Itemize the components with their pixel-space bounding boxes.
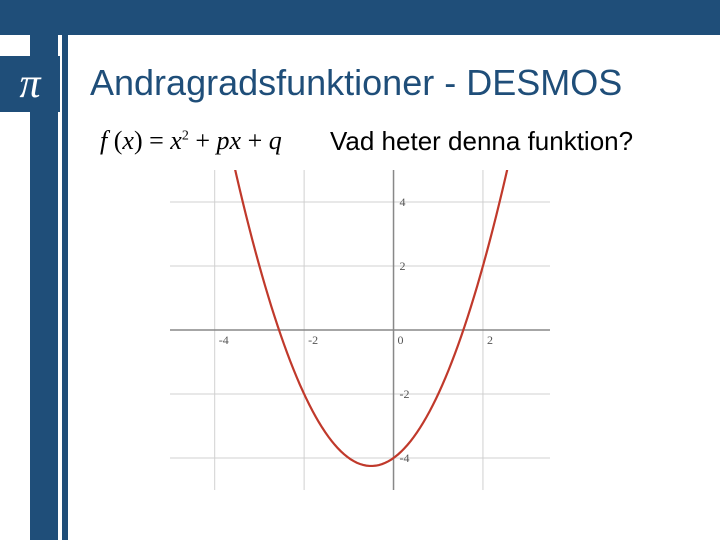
parabola-chart: -4-202-4-224 [170, 170, 550, 490]
pi-icon: π [19, 60, 40, 108]
svg-text:-2: -2 [400, 387, 410, 401]
svg-text:4: 4 [400, 195, 406, 209]
svg-text:-2: -2 [308, 333, 318, 347]
pi-icon-box: π [0, 56, 60, 112]
chart-svg: -4-202-4-224 [170, 170, 550, 490]
svg-text:2: 2 [400, 259, 406, 273]
formula-expression: f (x) = x2 + px + q [100, 126, 282, 156]
top-bar [0, 0, 720, 35]
question-text: Vad heter denna funktion? [330, 126, 633, 157]
svg-text:2: 2 [487, 333, 493, 347]
left-bar-thin [62, 0, 68, 540]
page-title: Andragradsfunktioner - DESMOS [90, 62, 622, 104]
svg-text:-4: -4 [219, 333, 229, 347]
svg-text:0: 0 [398, 333, 404, 347]
